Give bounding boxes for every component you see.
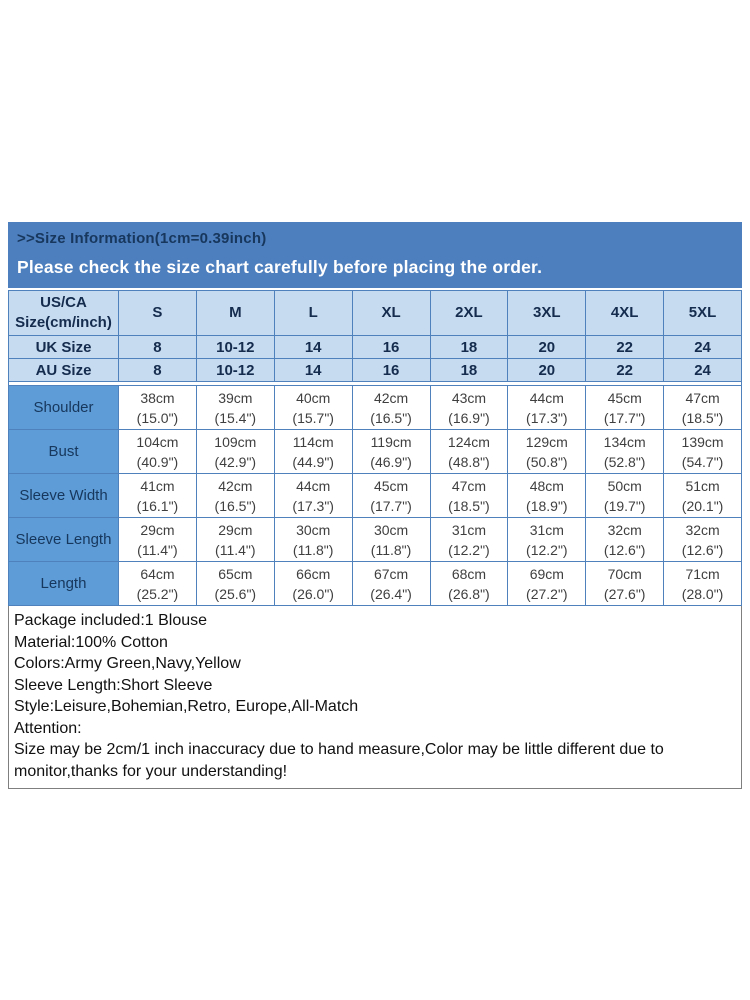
au-size-value: 18 bbox=[429, 358, 509, 382]
length-cell: 68cm (26.8") bbox=[429, 561, 509, 606]
length-cell: 71cm (28.0") bbox=[663, 561, 742, 606]
bust-label: Bust bbox=[8, 429, 119, 474]
size-info-banner: >>Size Information(1cm=0.39inch) Please … bbox=[8, 222, 742, 288]
sleeve-length-cell: 29cm (11.4") bbox=[195, 517, 275, 562]
bust-row: Bust 104cm (40.9") 109cm (42.9") 114cm (44.… bbox=[8, 429, 742, 474]
length-cell: 66cm (26.0") bbox=[273, 561, 353, 606]
attention-text: Size may be 2cm/1 inch inaccuracy due to… bbox=[14, 741, 664, 780]
bust-cell: 114cm (44.9") bbox=[273, 429, 353, 474]
sleeve-width-row: Sleeve Width 41cm (16.1") 42cm (16.5") 44c… bbox=[8, 473, 742, 518]
shoulder-cell: 44cm (17.3") bbox=[507, 385, 587, 430]
sleeve-length-cell: 29cm (11.4") bbox=[118, 517, 197, 562]
size-column-header-5xl: 5XL bbox=[663, 290, 742, 336]
shoulder-cell: 47cm (18.5") bbox=[663, 385, 742, 430]
material-line: Material:100% Cotton bbox=[14, 633, 168, 651]
bust-cell: 124cm (48.8") bbox=[429, 429, 509, 474]
sleeve-width-cell: 50cm (19.7") bbox=[585, 473, 665, 518]
length-row: Length 64cm (25.2") 65cm (25.6") 66cm (26.0… bbox=[8, 561, 742, 606]
uk-size-value: 20 bbox=[507, 335, 587, 359]
length-label: Length bbox=[8, 561, 119, 606]
au-size-value: 14 bbox=[273, 358, 353, 382]
sleeve-width-cell: 41cm (16.1") bbox=[118, 473, 197, 518]
shoulder-cell: 38cm (15.0") bbox=[118, 385, 197, 430]
au-size-value: 8 bbox=[118, 358, 197, 382]
style-line: Style:Leisure,Bohemian,Retro, Europe,All… bbox=[14, 698, 359, 715]
sleeve-width-cell: 47cm (18.5") bbox=[429, 473, 509, 518]
length-cell: 69cm (27.2") bbox=[507, 561, 587, 606]
sleeve-length-cell: 30cm (11.8") bbox=[273, 517, 353, 562]
size-column-header-s: S bbox=[118, 290, 197, 336]
sleeve-width-cell: 51cm (20.1") bbox=[663, 473, 742, 518]
uk-size-value: 10-12 bbox=[195, 335, 275, 359]
shoulder-cell: 42cm (16.5") bbox=[351, 385, 431, 430]
size-column-header-xl: XL bbox=[351, 290, 431, 336]
sleeve-length-label: Sleeve Length bbox=[8, 517, 119, 562]
length-cell: 70cm (27.6") bbox=[585, 561, 665, 606]
bust-cell: 134cm (52.8") bbox=[585, 429, 665, 474]
uk-size-value: 16 bbox=[351, 335, 431, 359]
bust-cell: 109cm (42.9") bbox=[195, 429, 275, 474]
sleeve-length-cell: 32cm (12.6") bbox=[585, 517, 665, 562]
uk-size-value: 8 bbox=[118, 335, 197, 359]
colors-line: Colors:Army Green,Navy,Yellow bbox=[14, 655, 241, 672]
bust-cell: 129cm (50.8") bbox=[507, 429, 587, 474]
au-size-value: 10-12 bbox=[195, 358, 275, 382]
product-details-block: Package included:1 Blouse Material:100% … bbox=[8, 606, 742, 789]
au-size-row: AU Size 8 10-12 14 16 18 20 22 24 bbox=[8, 358, 742, 382]
sleeve-width-cell: 48cm (18.9") bbox=[507, 473, 587, 518]
sleeve-length-cell: 32cm (12.6") bbox=[663, 517, 742, 562]
sleeve-length-row: Sleeve Length 29cm (11.4") 29cm (11.4") 30… bbox=[8, 517, 742, 562]
au-size-value: 22 bbox=[585, 358, 665, 382]
shoulder-label: Shoulder bbox=[8, 385, 119, 430]
bust-cell: 119cm (46.9") bbox=[351, 429, 431, 474]
sleeve-length-line: Sleeve Length:Short Sleeve bbox=[14, 676, 213, 694]
shoulder-cell: 43cm (16.9") bbox=[429, 385, 509, 430]
sleeve-length-cell: 31cm (12.2") bbox=[507, 517, 587, 562]
sleeve-width-label: Sleeve Width bbox=[8, 473, 119, 518]
shoulder-row: Shoulder 38cm (15.0") 39cm (15.4") 40cm (15… bbox=[8, 385, 742, 430]
size-information-page: >>Size Information(1cm=0.39inch) Please … bbox=[8, 222, 742, 789]
uk-size-row: UK Size 8 10-12 14 16 18 20 22 24 bbox=[8, 335, 742, 359]
au-size-value: 24 bbox=[663, 358, 742, 382]
shoulder-cell: 39cm (15.4") bbox=[195, 385, 275, 430]
shoulder-cell: 45cm (17.7") bbox=[585, 385, 665, 430]
size-info-subtitle: Please check the size chart carefully be… bbox=[17, 257, 543, 277]
size-column-header-2xl: 2XL bbox=[429, 290, 509, 336]
uk-size-value: 18 bbox=[429, 335, 509, 359]
size-column-header-4xl: 4XL bbox=[585, 290, 665, 336]
bust-cell: 104cm (40.9") bbox=[118, 429, 197, 474]
au-size-label: AU Size bbox=[8, 358, 119, 382]
length-cell: 67cm (26.4") bbox=[351, 561, 431, 606]
size-column-header-m: M bbox=[195, 290, 275, 336]
uk-size-value: 24 bbox=[663, 335, 742, 359]
size-column-header-3xl: 3XL bbox=[507, 290, 587, 336]
length-cell: 64cm (25.2") bbox=[118, 561, 197, 606]
sleeve-width-cell: 42cm (16.5") bbox=[195, 473, 275, 518]
size-chart-corner-header: US/CA Size(cm/inch) bbox=[8, 290, 119, 336]
au-size-value: 16 bbox=[351, 358, 431, 382]
size-chart-header-row: US/CA Size(cm/inch) S M L XL 2XL 3XL 4XL… bbox=[8, 290, 742, 336]
length-cell: 65cm (25.6") bbox=[195, 561, 275, 606]
uk-size-value: 22 bbox=[585, 335, 665, 359]
uk-size-value: 14 bbox=[273, 335, 353, 359]
package-included-line: Package included:1 Blouse bbox=[14, 612, 208, 629]
shoulder-cell: 40cm (15.7") bbox=[273, 385, 353, 430]
size-chart-table: US/CA Size(cm/inch) S M L XL 2XL 3XL 4XL… bbox=[8, 290, 742, 606]
sleeve-length-cell: 30cm (11.8") bbox=[351, 517, 431, 562]
attention-label: Attention: bbox=[14, 719, 82, 737]
sleeve-length-cell: 31cm (12.2") bbox=[429, 517, 509, 562]
sleeve-width-cell: 44cm (17.3") bbox=[273, 473, 353, 518]
size-info-title: >>Size Information(1cm=0.39inch) bbox=[17, 230, 267, 247]
sleeve-width-cell: 45cm (17.7") bbox=[351, 473, 431, 518]
uk-size-label: UK Size bbox=[8, 335, 119, 359]
size-column-header-l: L bbox=[273, 290, 353, 336]
bust-cell: 139cm (54.7") bbox=[663, 429, 742, 474]
au-size-value: 20 bbox=[507, 358, 587, 382]
